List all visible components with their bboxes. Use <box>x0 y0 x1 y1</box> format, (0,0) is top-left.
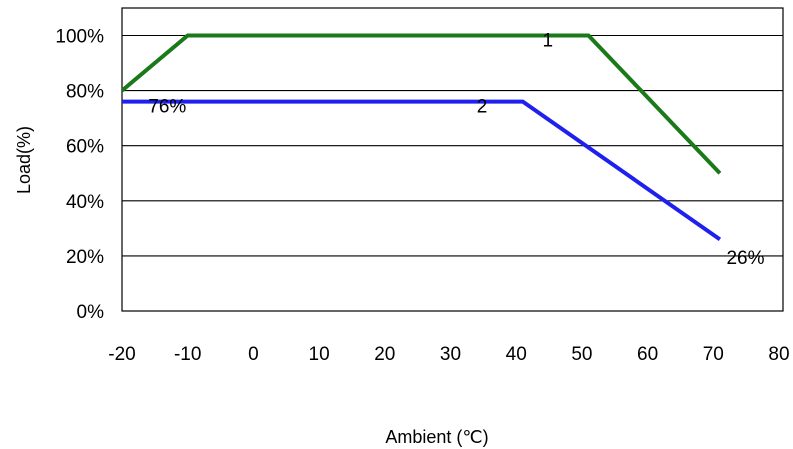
x-tick-label: 40 <box>506 344 527 365</box>
plot-area-frame <box>121 7 784 312</box>
annotation-label: 76% <box>148 97 186 118</box>
annotation-label: 2 <box>477 97 488 118</box>
x-tick-label: 70 <box>703 344 724 365</box>
tick-labels: -20 -10 0 10 20 30 40 50 60 70 80 0% 20% 40% 60% 80% 100… <box>55 27 789 366</box>
annotation-label: 26% <box>726 248 764 269</box>
y-tick-label: 80% <box>66 82 104 103</box>
series-group <box>120 33 722 242</box>
x-tick-label: 30 <box>440 344 461 365</box>
annotation-label: 1 <box>542 31 553 52</box>
x-axis-title: Ambient (℃) <box>385 427 488 447</box>
x-tick-label: -20 <box>108 344 135 365</box>
x-tick-label: -10 <box>174 344 201 365</box>
grid-lines <box>122 34 783 257</box>
y-tick-label: 20% <box>66 247 104 268</box>
y-axis-title: Load(%) <box>14 126 34 194</box>
y-tick-label: 100% <box>55 27 104 48</box>
x-tick-label: 20 <box>374 344 395 365</box>
y-tick-label: 40% <box>66 192 104 213</box>
x-tick-label: 50 <box>571 344 592 365</box>
x-tick-label: 10 <box>309 344 330 365</box>
x-tick-label: 60 <box>637 344 658 365</box>
x-tick-label: 80 <box>768 344 789 365</box>
x-tick-label: 0 <box>248 344 259 365</box>
annotations: 1 2 76% 26% <box>148 31 764 270</box>
series-line-2 <box>122 99 722 242</box>
y-tick-label: 60% <box>66 137 104 158</box>
series-line-1 <box>120 33 722 175</box>
y-tick-label: 0% <box>77 302 105 323</box>
